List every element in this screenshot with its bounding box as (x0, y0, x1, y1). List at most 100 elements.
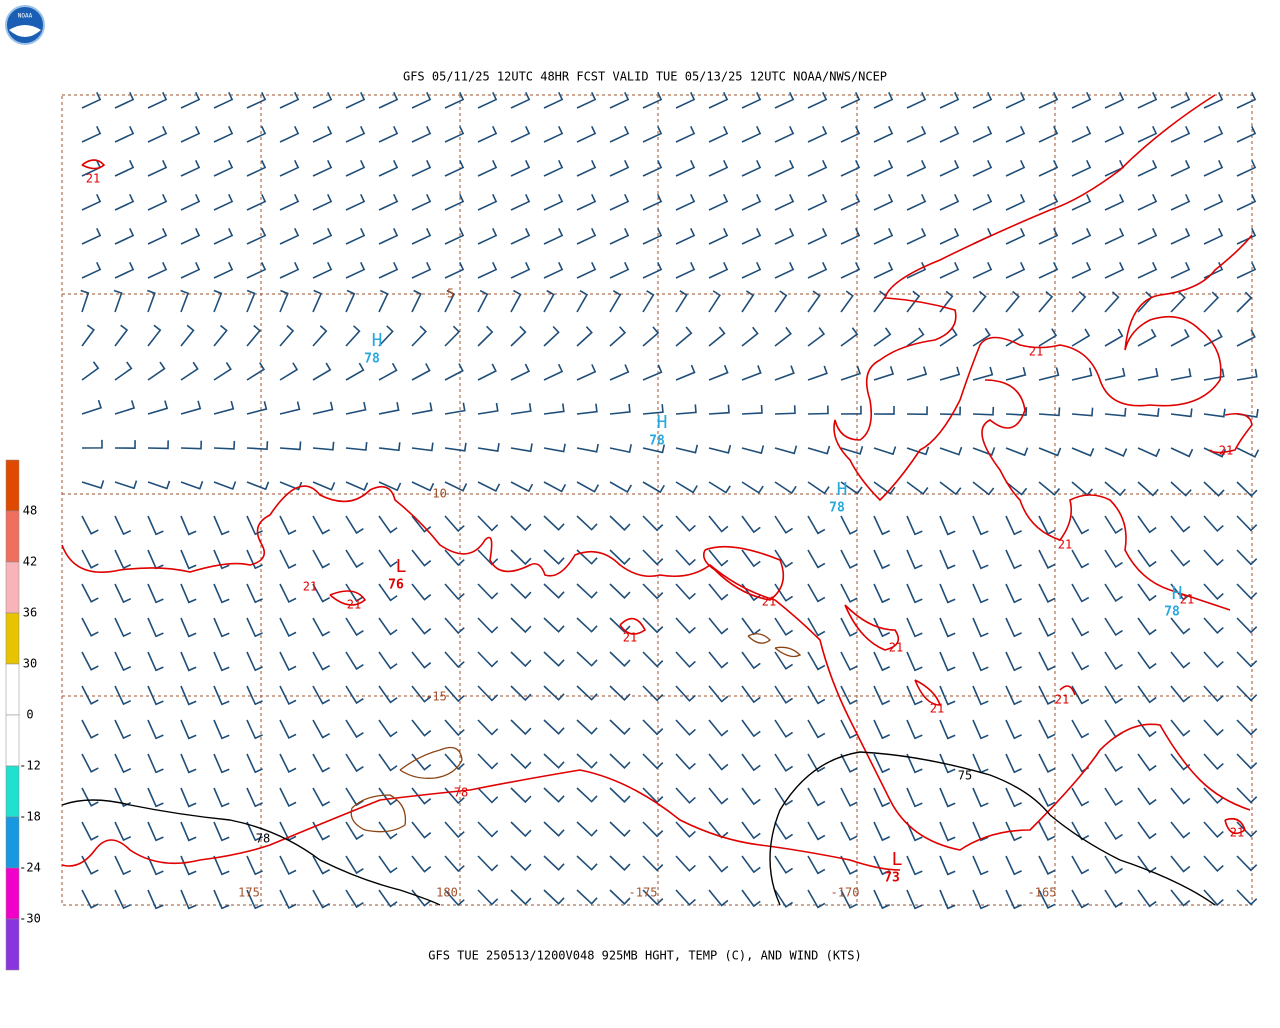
wind-barb (411, 515, 432, 533)
pressure-center-value: 76 (388, 578, 404, 593)
height-label: 75 (958, 769, 972, 783)
wind-barb (477, 227, 498, 245)
wind-barb (642, 855, 664, 872)
wind-barb (1005, 328, 1024, 347)
wind-barb (1170, 227, 1191, 245)
wind-barb (312, 549, 331, 569)
wind-barb (180, 617, 197, 638)
wind-barb (642, 481, 665, 494)
wind-barb (774, 549, 794, 568)
wind-barb (1236, 719, 1258, 736)
wind-barb (1170, 193, 1191, 211)
wind-barb (675, 364, 696, 381)
wind-barb (873, 481, 896, 495)
wind-barb (411, 617, 432, 635)
wind-barb (675, 617, 696, 634)
wind-barb (708, 364, 729, 381)
wind-barb (213, 440, 236, 450)
wind-barb (147, 617, 164, 638)
wind-barb (114, 125, 135, 143)
color-bar-label: 30 (23, 657, 37, 671)
wind-barb (213, 889, 230, 910)
wind-barb (1005, 481, 1028, 496)
wind-barb (1104, 583, 1123, 602)
wind-barb (1203, 329, 1223, 347)
wind-barb (1137, 719, 1157, 738)
wind-barb (378, 402, 400, 415)
wind-barb (906, 366, 928, 381)
wind-barb (642, 91, 663, 109)
temperature-label: 21 (303, 580, 317, 594)
wind-barb (939, 515, 956, 536)
wind-barb (1104, 227, 1125, 245)
wind-barb (576, 159, 597, 177)
wind-barb (1071, 617, 1090, 637)
wind-barb (312, 583, 331, 603)
wind-barb (675, 404, 697, 415)
wind-barb (213, 753, 230, 774)
wind-barb (444, 91, 465, 109)
wind-barb (609, 481, 633, 493)
wind-barb (510, 261, 531, 279)
wind-barb (609, 719, 631, 735)
wind-barb (477, 515, 499, 532)
wind-barb (1071, 685, 1090, 705)
temperature-label: 21 (930, 702, 944, 716)
wind-barb (774, 227, 795, 245)
wind-barb (906, 290, 921, 313)
wind-barb (1137, 855, 1157, 874)
wind-barb (1236, 685, 1258, 702)
wind-barb (378, 125, 399, 143)
wind-barb (114, 227, 135, 245)
wind-barb (906, 261, 927, 279)
color-bar-label: -12 (19, 759, 41, 773)
wind-barb (840, 365, 861, 381)
wind-barb (411, 583, 432, 601)
wind-barb (312, 227, 333, 245)
wind-barb (378, 821, 398, 840)
wind-barb (279, 441, 302, 451)
wind-barb (213, 855, 230, 876)
color-bar-label: -18 (19, 810, 41, 824)
wind-barbs (80, 91, 1260, 910)
wind-barb (147, 480, 171, 490)
wind-barb (543, 481, 567, 493)
temperature-label: 21 (623, 631, 637, 645)
wind-barb (543, 855, 565, 871)
wind-barb (81, 439, 103, 449)
wind-barb (1005, 889, 1022, 910)
wind-barb (873, 549, 891, 570)
wind-barb (939, 651, 956, 672)
wind-barb (312, 325, 328, 347)
wind-barb (510, 753, 532, 770)
wind-barb (279, 193, 300, 211)
wind-barb (840, 227, 861, 245)
wind-barb (411, 651, 432, 669)
wind-barb (477, 481, 501, 493)
wind-barb (81, 480, 105, 490)
wind-barb (807, 515, 826, 535)
wind-barb (708, 787, 729, 805)
wind-barb (774, 445, 798, 455)
wind-barb (609, 125, 630, 143)
wind-barb (840, 753, 858, 773)
wind-barb (114, 480, 138, 490)
wind-barb (1137, 821, 1157, 840)
wind-barb (81, 617, 99, 637)
wind-barb (1203, 408, 1226, 418)
wind-barb (708, 290, 721, 313)
wind-barb (1005, 583, 1022, 604)
wind-barb (576, 125, 597, 143)
wind-barb (774, 125, 795, 143)
wind-barb (1236, 787, 1258, 804)
wind-barb (972, 406, 995, 416)
wind-barb (510, 403, 532, 415)
wind-barb (114, 440, 136, 449)
wind-barb (180, 889, 197, 910)
wind-barb (972, 261, 993, 279)
color-bar-label: 48 (23, 504, 37, 518)
wind-barb (1236, 193, 1257, 211)
wind-barb (378, 325, 394, 347)
wind-barb (246, 324, 261, 347)
wind-barb (642, 515, 664, 532)
